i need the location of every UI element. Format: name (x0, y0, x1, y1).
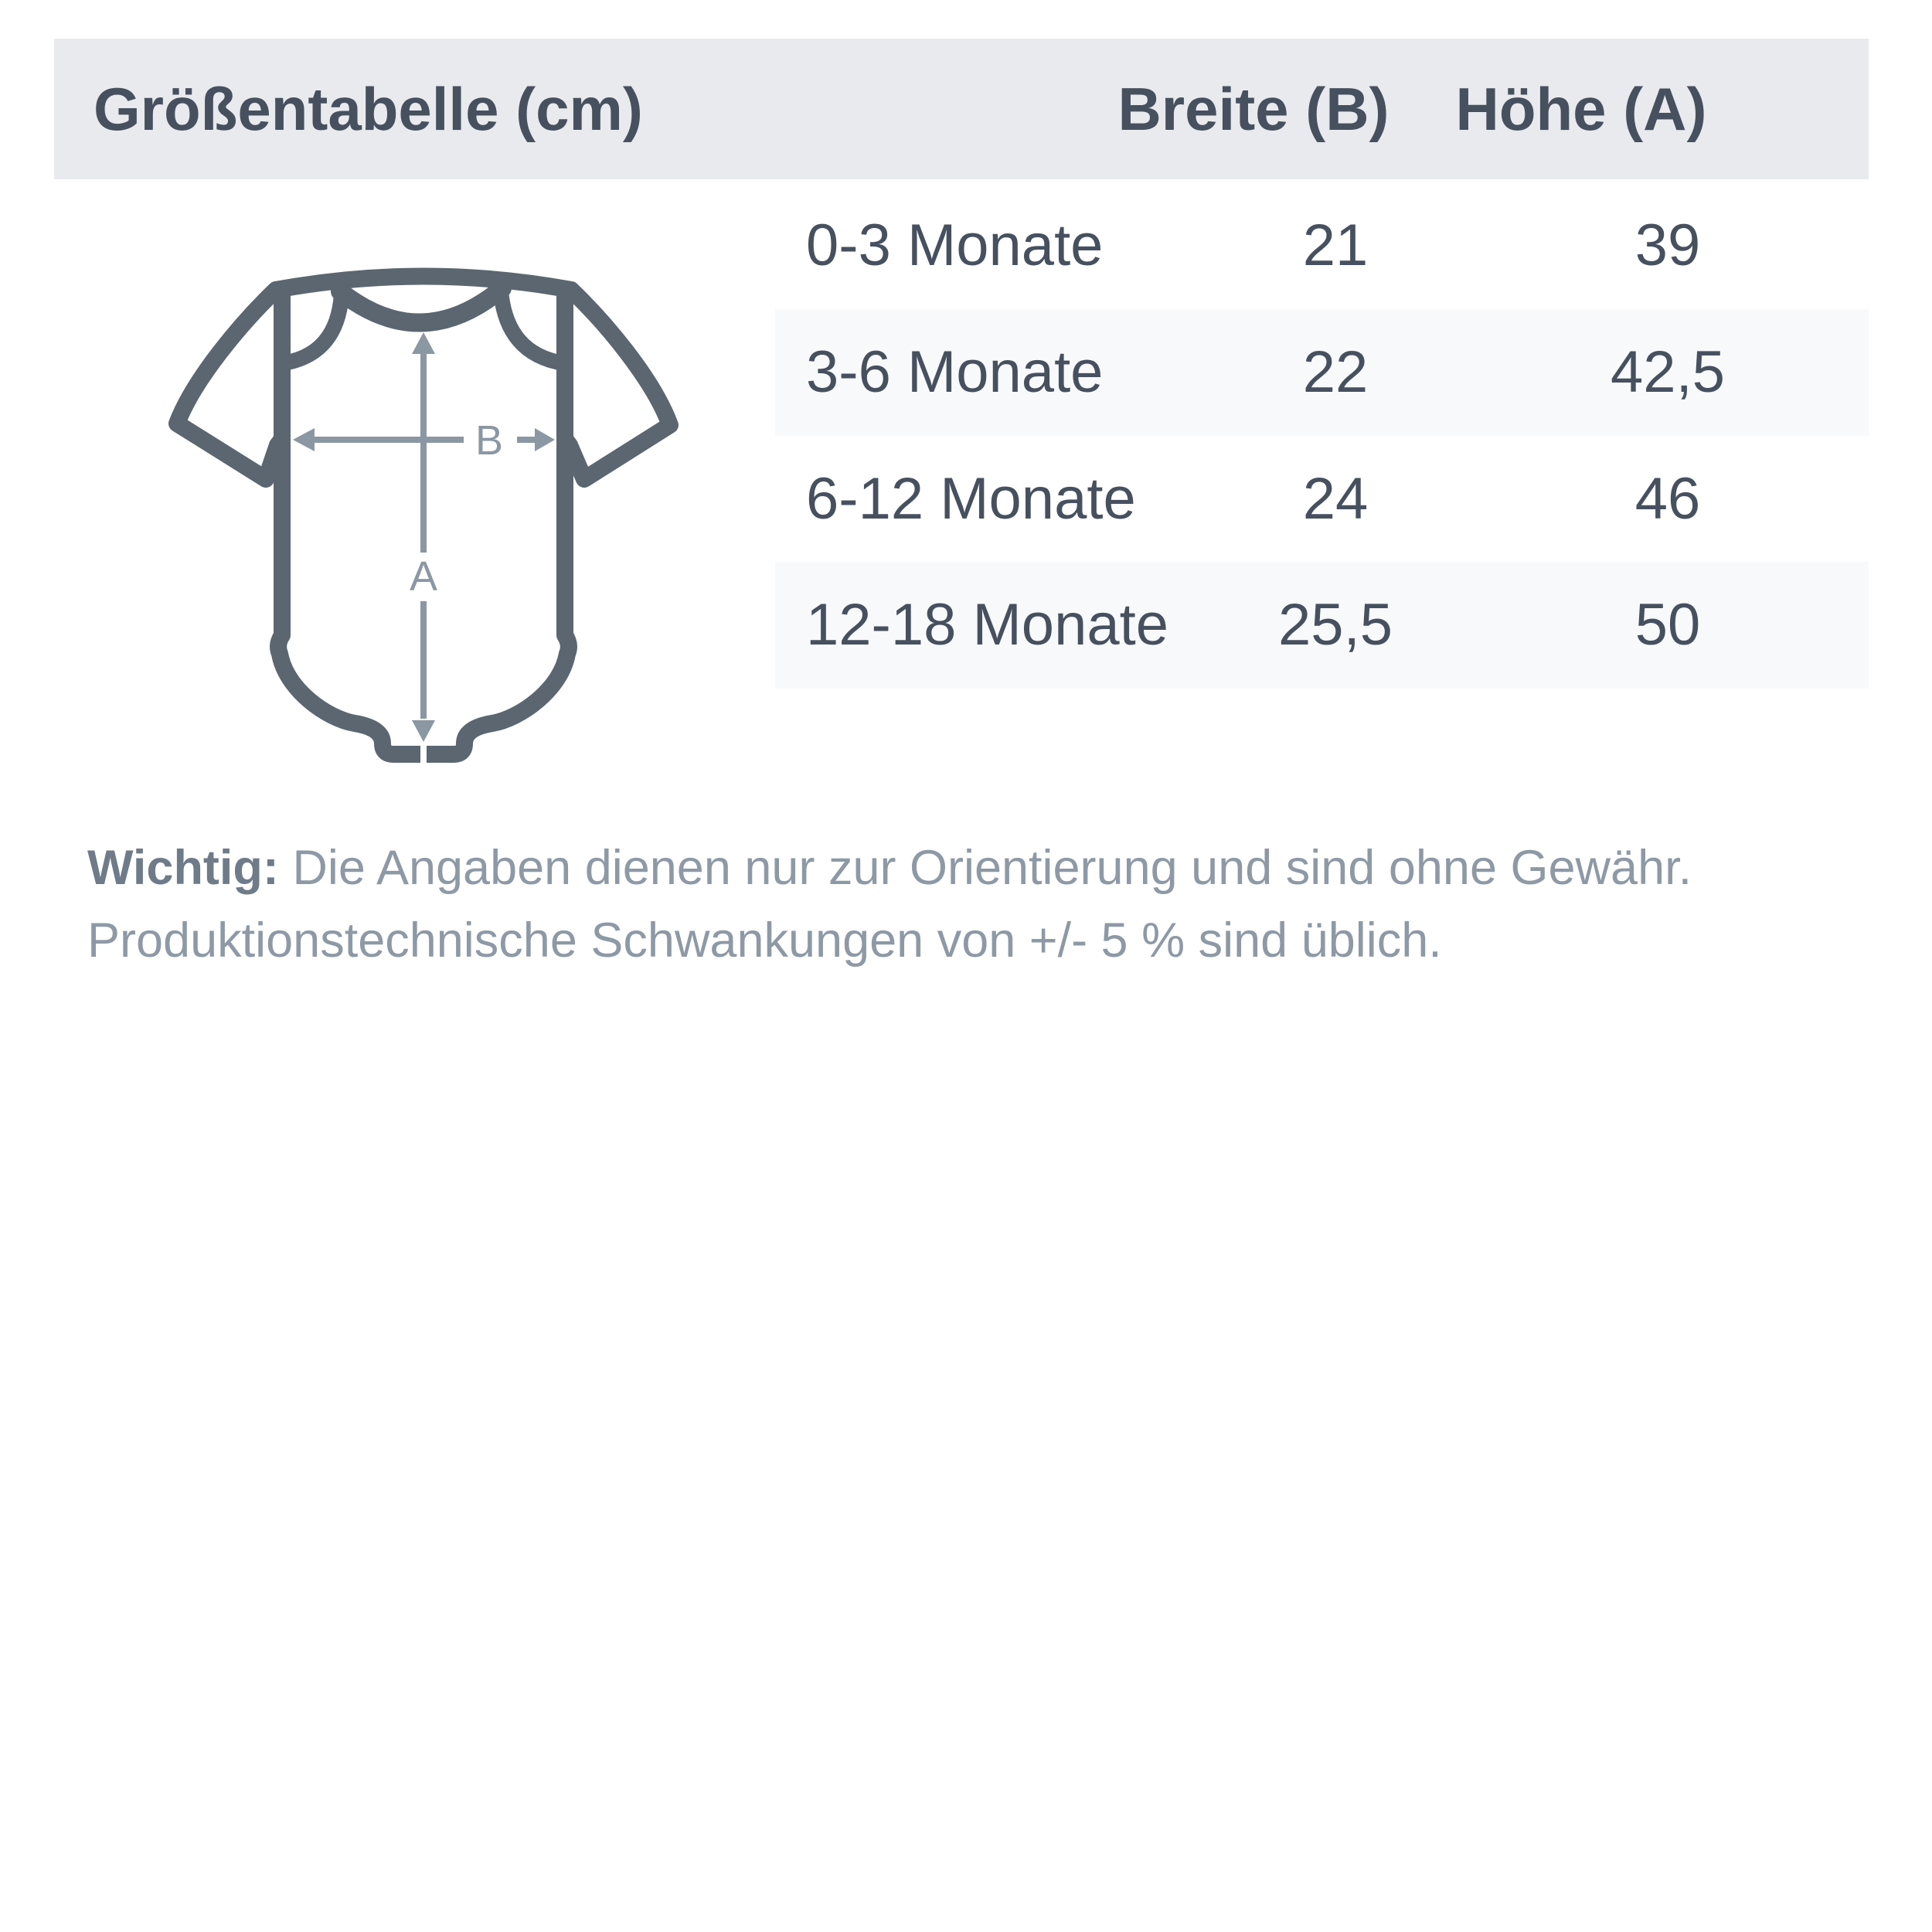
size-label: 3-6 Monate (806, 339, 1104, 405)
column-header-width: Breite (B) (1117, 75, 1389, 143)
collar-line (331, 279, 512, 332)
disclaimer-text: Die Angaben dienen nur zur Orientierung … (278, 841, 1692, 895)
measure-label-b: B (475, 417, 503, 464)
measure-label-a: A (410, 553, 437, 600)
arrowhead-down-icon (412, 720, 435, 742)
arrowhead-right-icon (535, 428, 555, 451)
baby-bodysuit-diagram-icon: A B (168, 267, 679, 764)
table-row: 6-12 Monate 24 46 (775, 436, 1869, 563)
height-value: 50 (1634, 592, 1701, 658)
height-value: 46 (1634, 466, 1701, 532)
table-row: 12-18 Monate 25,5 50 (775, 562, 1869, 689)
measure-arrows (293, 332, 555, 742)
width-value: 22 (1302, 339, 1369, 405)
arrowhead-left-icon (293, 428, 315, 451)
disclaimer-lead: Wichtig: (87, 841, 279, 895)
arrowhead-up-icon (412, 332, 435, 354)
column-header-height: Höhe (A) (1455, 75, 1707, 143)
size-label: 6-12 Monate (806, 466, 1136, 532)
table-row: 0-3 Monate 21 39 (775, 182, 1869, 309)
size-chart-header: Größentabelle (cm) Breite (B) Höhe (A) (54, 39, 1869, 179)
table-row: 3-6 Monate 22 42,5 (775, 309, 1869, 436)
disclaimer-note: Wichtig: Die Angaben dienen nur zur Orie… (87, 832, 1865, 977)
width-value: 21 (1302, 213, 1369, 278)
disclaimer-line-2: Produktionstechnische Schwankungen von +… (87, 913, 1442, 968)
disclaimer-line-1: Wichtig: Die Angaben dienen nur zur Orie… (87, 832, 1865, 904)
size-label: 0-3 Monate (806, 213, 1104, 278)
page-title: Größentabelle (cm) (94, 75, 643, 143)
width-value: 25,5 (1278, 592, 1393, 658)
height-value: 42,5 (1611, 339, 1725, 405)
width-value: 24 (1302, 466, 1369, 532)
shoulder-fold-lines (276, 283, 571, 371)
height-value: 39 (1634, 213, 1701, 278)
size-label: 12-18 Monate (806, 592, 1168, 658)
snap-gap (420, 743, 427, 764)
